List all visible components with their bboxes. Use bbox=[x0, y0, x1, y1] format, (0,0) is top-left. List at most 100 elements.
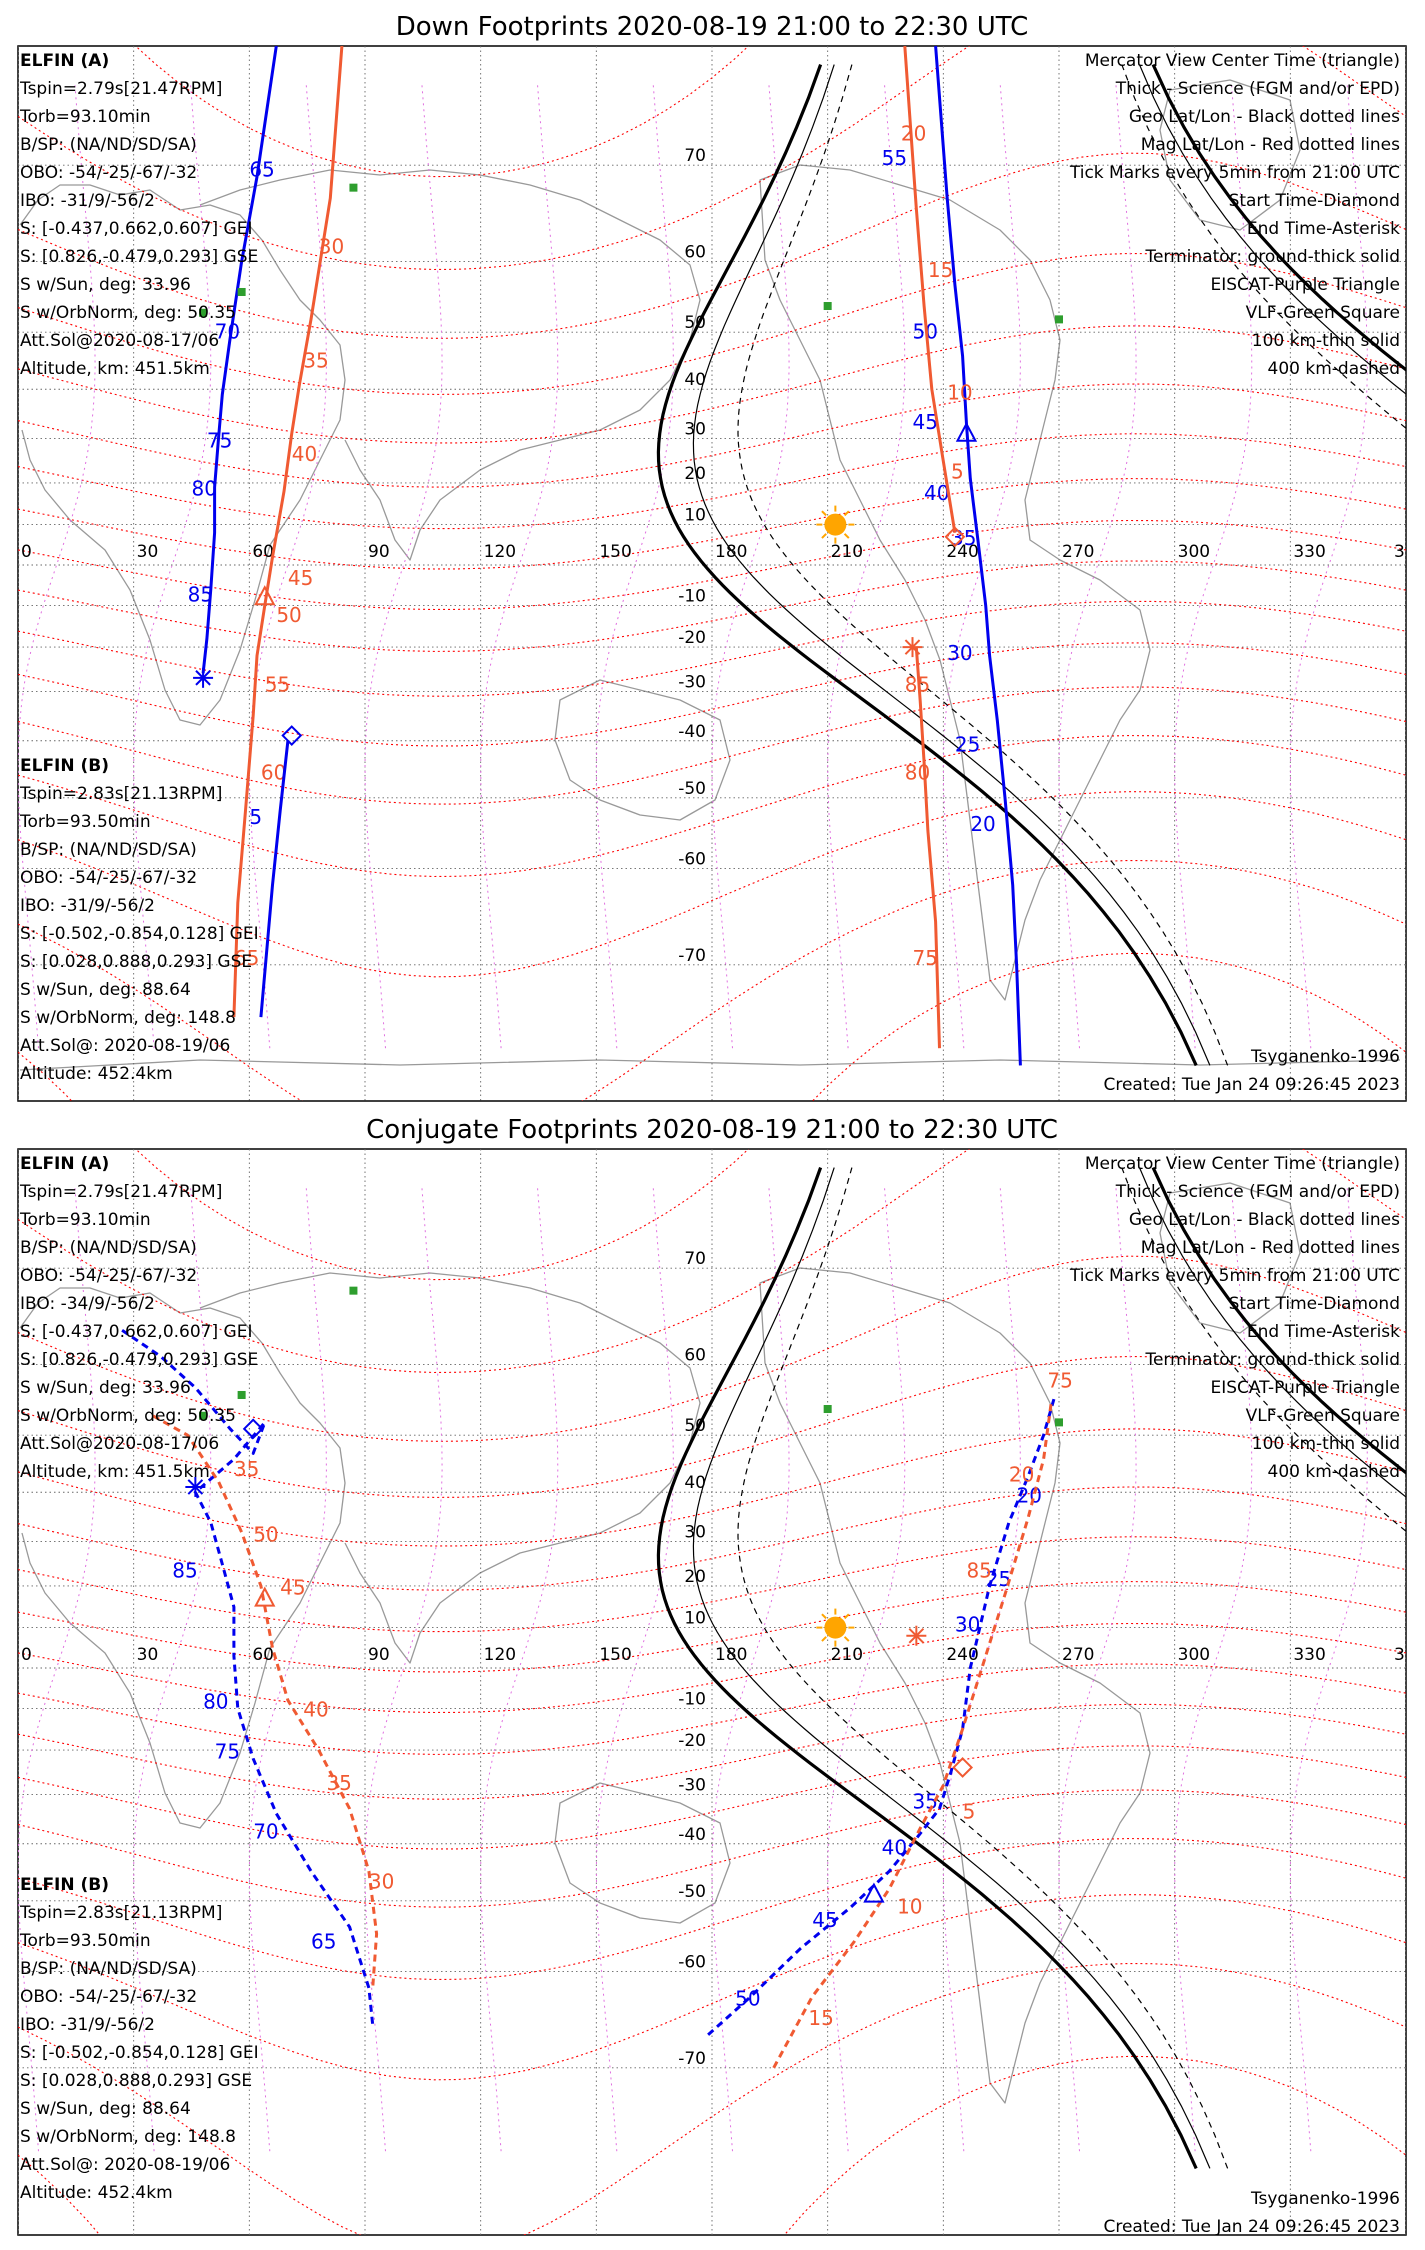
y-tick-label: -60 bbox=[678, 1952, 706, 1972]
y-tick-label: -10 bbox=[678, 1689, 706, 1709]
sat-a-line: S w/Sun, deg: 33.96 bbox=[20, 1378, 191, 1398]
sat-a-line: IBO: -34/9/-56/2 bbox=[20, 1294, 155, 1314]
terminator-ground bbox=[1151, 63, 1406, 372]
track-time-label: 65 bbox=[234, 946, 259, 970]
vlf-site-marker bbox=[199, 308, 208, 317]
sat-b-line: Tspin=2.83s[21.13RPM] bbox=[19, 784, 222, 804]
legend-item: Tick Marks every 5min from 21:00 UTC bbox=[1069, 1266, 1400, 1286]
legend-item: Thick - Science (FGM and/or EPD) bbox=[1115, 1182, 1400, 1202]
sat-b-line: OBO: -54/-25/-67/-32 bbox=[20, 1987, 197, 2007]
end-time-asterisk bbox=[904, 639, 921, 655]
mag-lon-line bbox=[480, 1184, 559, 2152]
sat-b-line: S w/Sun, deg: 88.64 bbox=[20, 2099, 191, 2119]
track-time-label: 15 bbox=[928, 258, 953, 282]
track-time-label: 80 bbox=[905, 761, 930, 785]
y-tick-label: -60 bbox=[678, 849, 706, 869]
y-tick-label: 20 bbox=[684, 1567, 706, 1587]
start-time-diamond bbox=[281, 725, 303, 746]
y-tick-label: -20 bbox=[678, 1731, 706, 1751]
track-time-label: 65 bbox=[311, 1929, 336, 1953]
model-label: Tsyganenko-1996 bbox=[1250, 2189, 1400, 2209]
sat-a-line: Torb=93.10min bbox=[19, 1210, 151, 1230]
legend-item: Geo Lat/Lon - Black dotted lines bbox=[1129, 1210, 1400, 1230]
mag-lat-line bbox=[18, 152, 1406, 339]
center-time-triangle bbox=[863, 1882, 885, 1903]
y-tick-label: -70 bbox=[678, 2049, 706, 2069]
x-tick-label: 270 bbox=[1062, 542, 1094, 562]
terminator-100km bbox=[1138, 1167, 1406, 1498]
legend-item: Mercator View Center Time (triangle) bbox=[1085, 51, 1400, 71]
x-tick-label: 300 bbox=[1178, 542, 1210, 562]
legend-item: End Time-Asterisk bbox=[1247, 1322, 1400, 1342]
sat-a-line: B/SP: (NA/ND/SD/SA) bbox=[20, 135, 197, 155]
africa-europe-outline bbox=[19, 184, 346, 726]
sat-b-line: IBO: -31/9/-56/2 bbox=[20, 2015, 155, 2035]
track-time-label: 40 bbox=[924, 481, 949, 505]
sat-b-name: ELFIN (B) bbox=[20, 1875, 109, 1895]
mag-lon-line bbox=[364, 1184, 443, 2152]
sat-b-line: S: [0.028,0.888,0.293] GSE bbox=[20, 2071, 252, 2091]
track-time-label: 40 bbox=[882, 1835, 907, 1859]
americas-outline bbox=[759, 164, 1151, 1001]
greenland-outline bbox=[1159, 79, 1301, 231]
footprint-track bbox=[903, 46, 957, 533]
mag-lon-line bbox=[248, 1184, 327, 2152]
vlf-site-marker bbox=[199, 1411, 208, 1420]
legend-item: Mercator View Center Time (triangle) bbox=[1085, 1154, 1400, 1174]
track-time-label: 85 bbox=[966, 1558, 991, 1582]
mag-lat-line bbox=[18, 1703, 1406, 1800]
sat-b-line: Tspin=2.83s[21.13RPM] bbox=[19, 1903, 222, 1923]
sat-b-line: Att.Sol@: 2020-08-19/06 bbox=[20, 2155, 230, 2175]
americas-outline bbox=[759, 1267, 1151, 2104]
vlf-site-marker bbox=[1055, 315, 1063, 324]
sat-a-line: Att.Sol@2020-08-17/06 bbox=[20, 331, 219, 351]
y-tick-label: 50 bbox=[684, 313, 706, 333]
info-elfin-a: ELFIN (A) Tspin=2.79s[21.47RPM] Torb=93.… bbox=[19, 51, 258, 379]
track-time-label: 35 bbox=[303, 349, 328, 373]
x-tick-label: 120 bbox=[484, 1645, 516, 1665]
mag-lat-line bbox=[18, 519, 1406, 611]
y-tick-label: -40 bbox=[678, 1825, 706, 1845]
y-tick-label: 60 bbox=[684, 243, 706, 263]
track-time-label: 75 bbox=[912, 946, 937, 970]
mag-lon-line bbox=[133, 81, 212, 1049]
track-time-label: 55 bbox=[882, 146, 907, 170]
y-tick-label: -30 bbox=[678, 1776, 706, 1796]
markers bbox=[193, 183, 1063, 746]
track-time-label: 85 bbox=[188, 582, 213, 606]
vlf-site-marker bbox=[349, 1286, 358, 1295]
terminator-400km bbox=[737, 1167, 1229, 2169]
y-tick-label: 70 bbox=[684, 1249, 706, 1269]
track-time-label: 30 bbox=[319, 234, 344, 258]
y-tick-label: 20 bbox=[684, 464, 706, 484]
vlf-site-marker bbox=[1055, 1418, 1063, 1427]
track-time-label: 45 bbox=[912, 410, 937, 434]
legend-item: Terminator: ground-thick solid bbox=[1144, 1350, 1400, 1370]
mag-lon-line bbox=[1174, 81, 1253, 1049]
mag-lon-line bbox=[18, 81, 96, 1049]
legend-item: 100 km-thin solid bbox=[1252, 331, 1400, 351]
x-tick-label: 90 bbox=[368, 1645, 390, 1665]
sat-a-line: S w/OrbNorm, deg: 50.35 bbox=[20, 1406, 236, 1426]
footprint-series: 8580757065504540353025203550454035301510… bbox=[121, 1329, 1073, 2069]
world-map bbox=[19, 79, 1401, 1071]
mag-lon-line bbox=[595, 1184, 674, 2152]
track-time-label: 30 bbox=[369, 1870, 394, 1894]
legend-item: EISCAT-Purple Triangle bbox=[1210, 275, 1400, 295]
start-time-diamond bbox=[242, 1418, 264, 1440]
terminator-100km bbox=[1138, 64, 1406, 395]
legend-item: Geo Lat/Lon - Black dotted lines bbox=[1129, 107, 1400, 127]
panel-down: Down Footprints 2020-08-19 21:00 to 22:3… bbox=[17, 12, 1407, 1102]
mag-lat-line bbox=[18, 1838, 1406, 1981]
legend-item: Tick Marks every 5min from 21:00 UTC bbox=[1069, 163, 1400, 183]
track-time-label: 80 bbox=[192, 477, 217, 501]
x-tick-label: 90 bbox=[368, 542, 390, 562]
mag-lon-line bbox=[133, 1184, 212, 2152]
mag-lon-line bbox=[942, 81, 1021, 1049]
sat-a-line: S w/Sun, deg: 33.96 bbox=[20, 275, 191, 295]
sat-b-line: Torb=93.50min bbox=[19, 812, 151, 832]
mag-lon-line bbox=[595, 81, 674, 1049]
sat-a-line: OBO: -54/-25/-67/-32 bbox=[20, 1266, 197, 1286]
terminator-100km bbox=[692, 1167, 1211, 2169]
greenland-outline bbox=[1159, 1182, 1301, 1334]
